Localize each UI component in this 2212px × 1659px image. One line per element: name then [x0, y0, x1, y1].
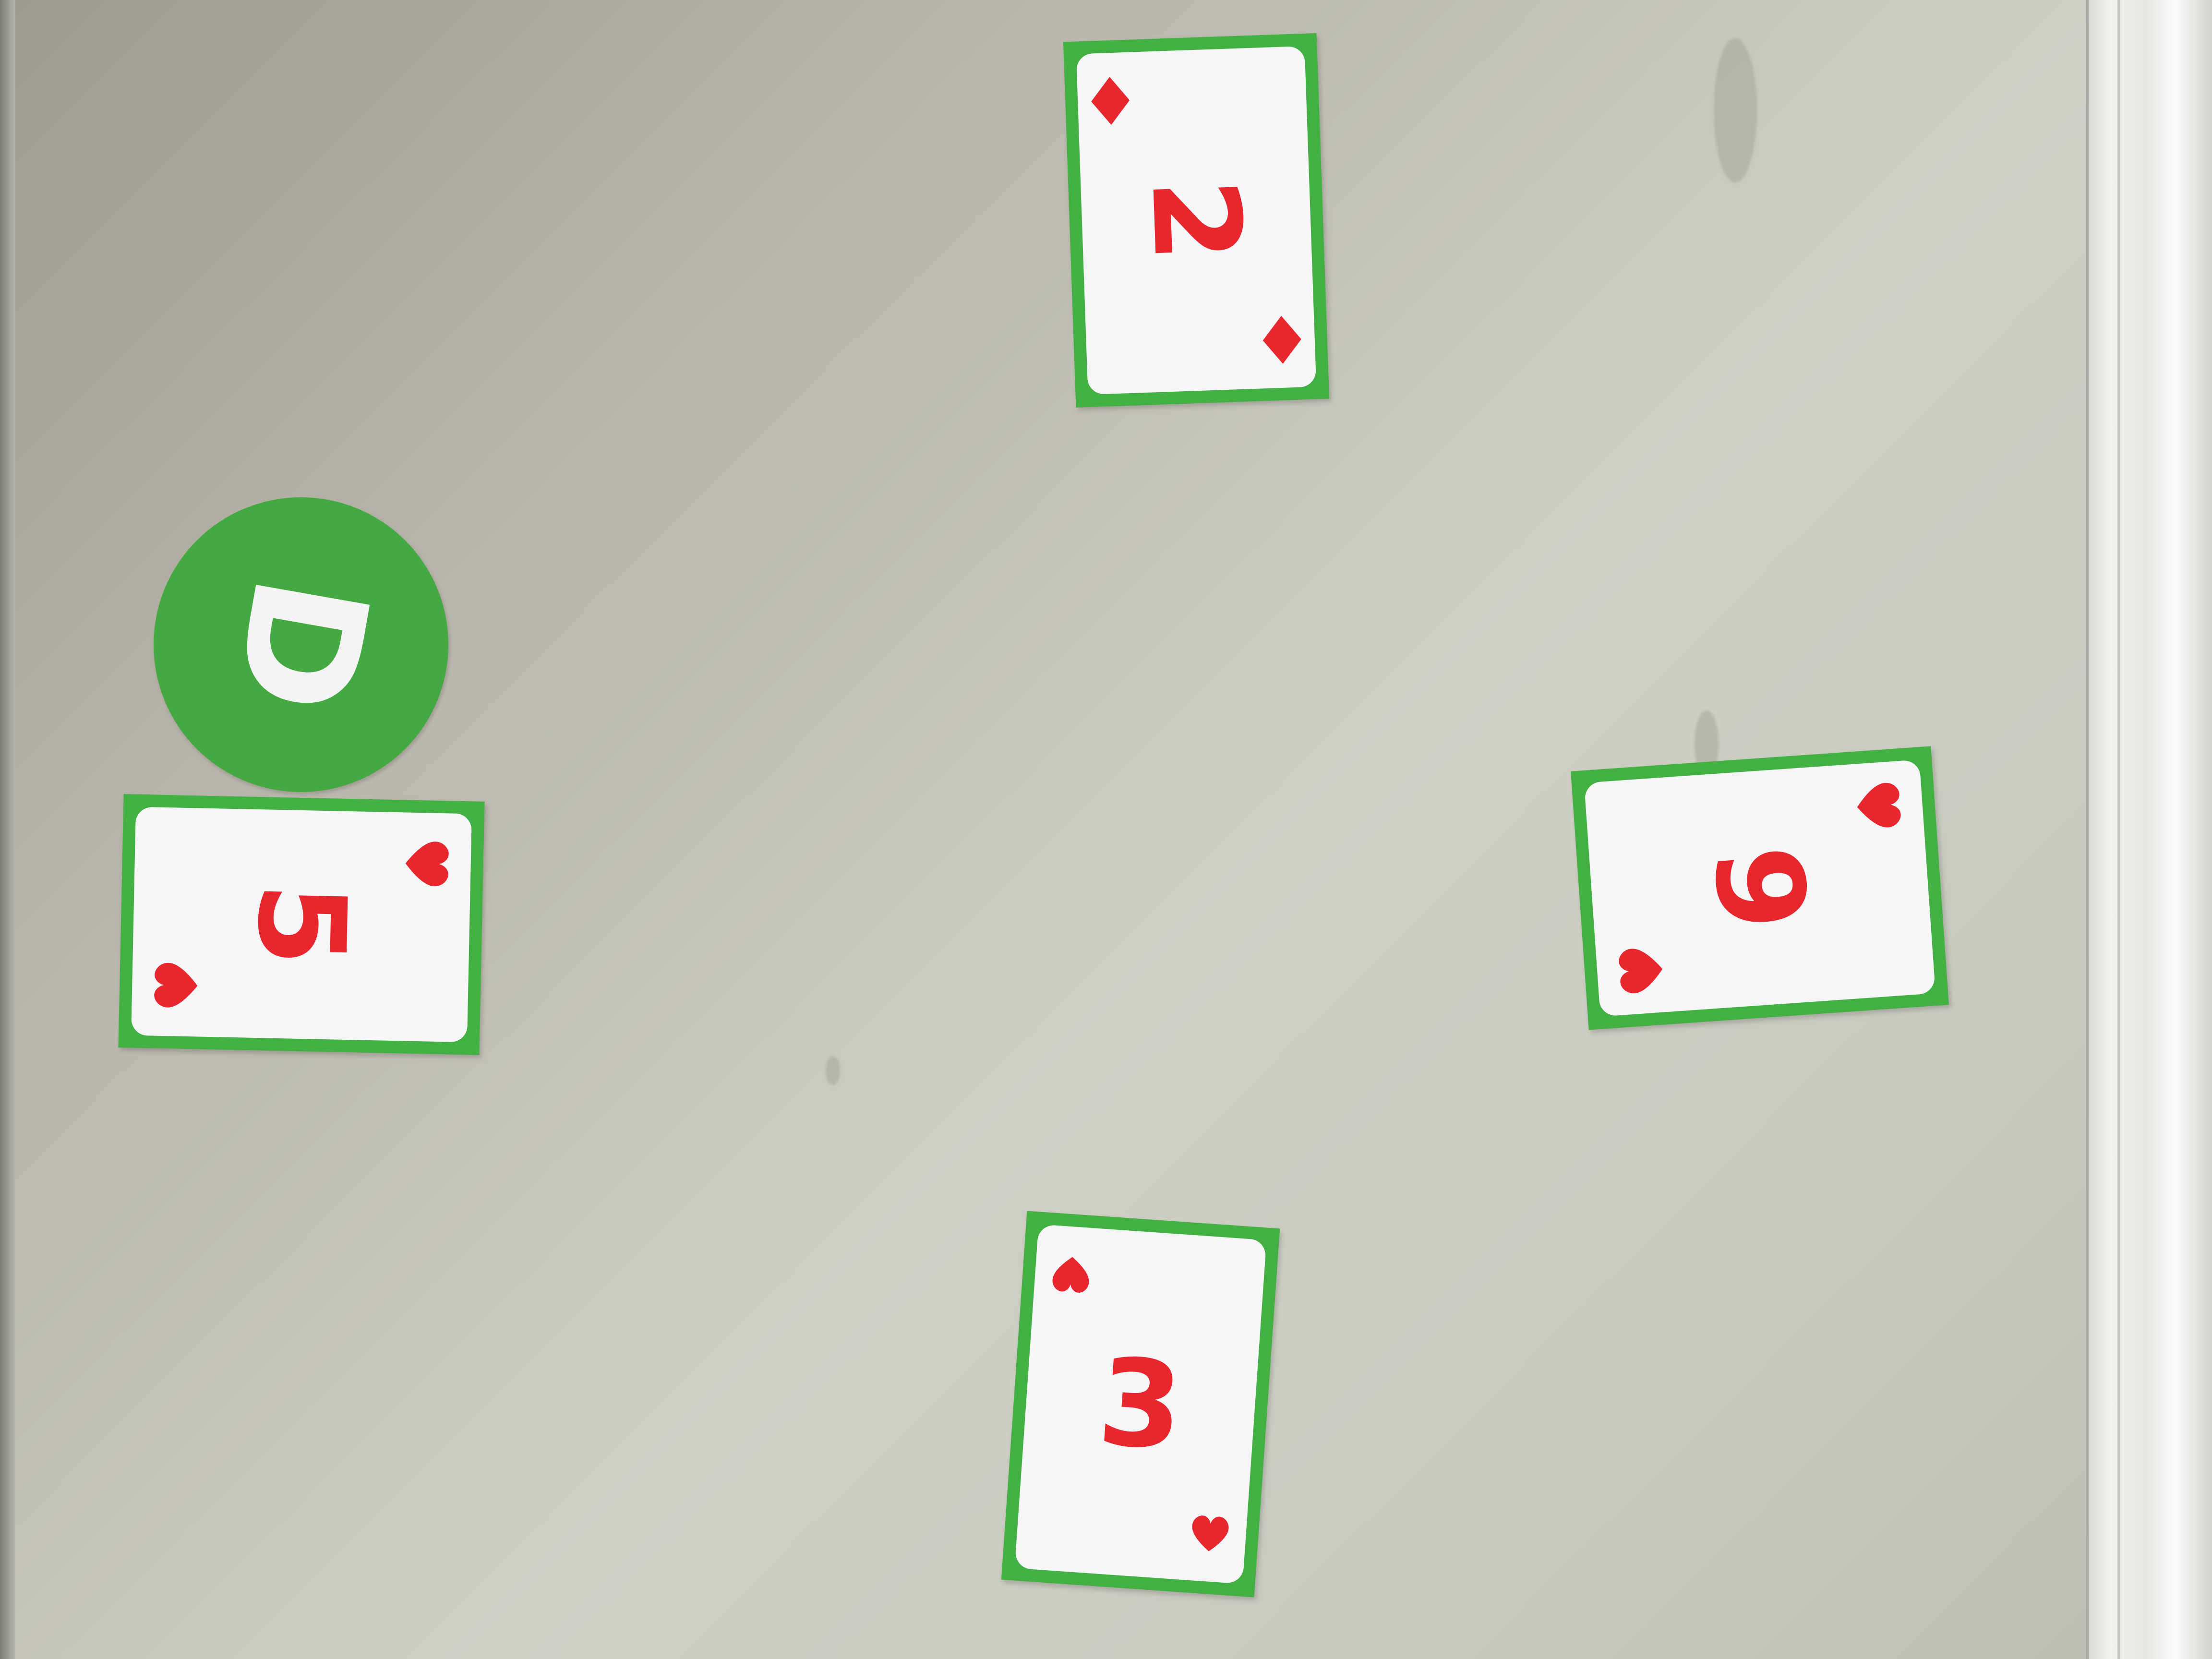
card-bottom: 3: [1001, 1211, 1280, 1598]
heart-icon: [1857, 782, 1901, 828]
board-frame-right: [2086, 0, 2212, 1659]
board-frame-left: [0, 0, 15, 1659]
diamond-icon: [1262, 315, 1301, 364]
card-top: 2: [1063, 33, 1330, 408]
heart-icon: [1619, 949, 1663, 994]
dealer-chip: D: [154, 497, 448, 792]
card-rank: 5: [230, 881, 373, 968]
heart-icon: [405, 842, 449, 887]
heart-icon: [154, 962, 198, 1008]
diamond-icon: [1091, 77, 1130, 125]
card-rank: 2: [1125, 176, 1268, 264]
smudge: [1714, 38, 1757, 182]
card-rank: 3: [1094, 1331, 1187, 1477]
smudge: [826, 1056, 840, 1085]
heart-icon: [1052, 1257, 1089, 1293]
card-rank: 9: [1687, 842, 1833, 935]
heart-icon: [1192, 1515, 1229, 1551]
card-right: 9: [1571, 746, 1949, 1030]
card-left: 5: [118, 794, 485, 1055]
